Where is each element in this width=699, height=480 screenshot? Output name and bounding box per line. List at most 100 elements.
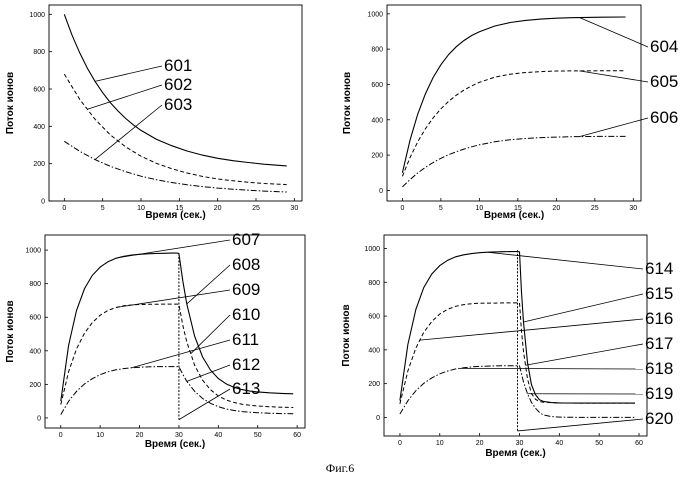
callout-leader-line <box>579 18 648 47</box>
callout-label-609: 609 <box>232 280 260 299</box>
callout-leader-line <box>191 315 230 354</box>
y-tick-label: 200 <box>29 382 41 389</box>
callout-label-603: 603 <box>164 95 192 114</box>
callout-label-607: 607 <box>232 230 260 249</box>
callout-label-612: 612 <box>232 355 260 374</box>
callout-label-614: 614 <box>645 259 673 278</box>
y-tick-label: 400 <box>33 124 45 131</box>
y-tick-label: 1000 <box>29 12 45 19</box>
y-tick-label: 0 <box>376 415 380 422</box>
x-tick-label: 10 <box>475 205 483 212</box>
x-tick-label: 40 <box>214 432 222 439</box>
x-tick-label: 5 <box>439 205 443 212</box>
callout-label-606: 606 <box>650 108 678 127</box>
y-tick-label: 400 <box>371 117 383 124</box>
callout-label-608: 608 <box>232 255 260 274</box>
callout-leader-line <box>120 240 230 257</box>
callout-leader-line <box>579 118 648 137</box>
x-tick-label: 30 <box>175 432 183 439</box>
series-line-603 <box>64 141 286 192</box>
callout-leader-line <box>460 368 643 369</box>
y-tick-label: 0 <box>41 199 45 206</box>
x-tick-label: 20 <box>552 205 560 212</box>
callout-label-619: 619 <box>645 384 673 403</box>
y-tick-label: 1000 <box>364 246 380 253</box>
y-tick-label: 400 <box>29 348 41 355</box>
y-tick-label: 800 <box>29 281 41 288</box>
chart-bottom-left: 010203040506002004006008001000Время (сек… <box>5 230 305 450</box>
x-tick-label: 30 <box>629 205 637 212</box>
callout-label-615: 615 <box>645 284 673 303</box>
x-tick-label: 20 <box>476 440 484 447</box>
callout-leader-line <box>517 419 643 431</box>
callout-label-610: 610 <box>232 305 260 324</box>
x-tick-label: 50 <box>595 440 603 447</box>
y-tick-label: 400 <box>368 347 380 354</box>
x-tick-label: 25 <box>591 205 599 212</box>
callout-label-618: 618 <box>645 359 673 378</box>
x-tick-label: 10 <box>436 440 444 447</box>
x-tick-label: 20 <box>214 205 222 212</box>
y-tick-label: 800 <box>371 47 383 54</box>
callout-leader-line <box>523 294 643 322</box>
x-tick-label: 20 <box>136 432 144 439</box>
x-tick-label: 30 <box>516 440 524 447</box>
callout-label-601: 601 <box>164 56 192 75</box>
callout-label-617: 617 <box>645 334 673 353</box>
y-tick-label: 800 <box>33 49 45 56</box>
y-axis-label: Поток ионов <box>5 72 16 134</box>
plot-frame <box>45 235 305 428</box>
callout-leader-line <box>579 71 648 82</box>
x-tick-label: 60 <box>293 432 301 439</box>
callout-leader-line <box>488 252 643 269</box>
x-tick-label: 30 <box>290 205 298 212</box>
callout-leader-line <box>87 85 162 109</box>
callout-leader-line <box>132 340 230 368</box>
series-line-604 <box>402 17 625 173</box>
x-tick-label: 25 <box>252 205 260 212</box>
figure-6: 05101520253002004006008001000Время (сек.… <box>0 0 699 480</box>
y-tick-label: 1000 <box>367 11 383 18</box>
y-tick-label: 1000 <box>25 248 41 255</box>
chart-top-right: 05101520253002004006008001000Время (сек.… <box>342 5 678 221</box>
x-tick-label: 50 <box>254 432 262 439</box>
y-axis-label: Поток ионов <box>342 72 353 134</box>
chart-top-left: 05101520253002004006008001000Время (сек.… <box>5 5 302 221</box>
callout-leader-line <box>179 389 230 420</box>
callout-leader-line <box>95 66 162 81</box>
plot-frame <box>387 5 641 201</box>
x-tick-label: 0 <box>62 205 66 212</box>
x-tick-label: 5 <box>101 205 105 212</box>
callout-label-602: 602 <box>164 75 192 94</box>
x-axis-label: Время (сек.) <box>484 210 544 221</box>
callout-label-605: 605 <box>650 72 678 91</box>
y-axis-label: Поток ионов <box>341 304 352 366</box>
callout-leader-line <box>525 344 643 365</box>
callout-leader-line <box>420 319 643 340</box>
callout-label-611: 611 <box>232 330 259 349</box>
y-tick-label: 0 <box>37 415 41 422</box>
x-tick-label: 0 <box>59 432 63 439</box>
callout-leader-line <box>116 290 230 308</box>
chart-bottom-right: 010203040506002004006008001000Время (сек… <box>341 235 673 459</box>
x-tick-label: 40 <box>555 440 563 447</box>
x-tick-label: 0 <box>400 205 404 212</box>
x-axis-label: Время (сек.) <box>145 210 205 221</box>
x-tick-label: 60 <box>635 440 643 447</box>
y-tick-label: 600 <box>33 87 45 94</box>
x-axis-label: Время (сек.) <box>485 448 545 459</box>
callout-label-613: 613 <box>232 379 260 398</box>
callout-label-616: 616 <box>645 309 673 328</box>
callout-label-620: 620 <box>645 409 673 428</box>
y-tick-label: 200 <box>368 381 380 388</box>
figure-caption: Фиг.6 <box>326 461 354 475</box>
callout-leader-line <box>187 265 230 304</box>
callout-label-604: 604 <box>650 37 678 56</box>
y-axis-label: Поток ионов <box>5 300 16 362</box>
y-tick-label: 200 <box>33 161 45 168</box>
series-line-605 <box>402 71 625 177</box>
y-tick-label: 600 <box>371 82 383 89</box>
series-line-606 <box>402 136 625 187</box>
y-tick-label: 600 <box>368 314 380 321</box>
y-tick-label: 0 <box>379 188 383 195</box>
